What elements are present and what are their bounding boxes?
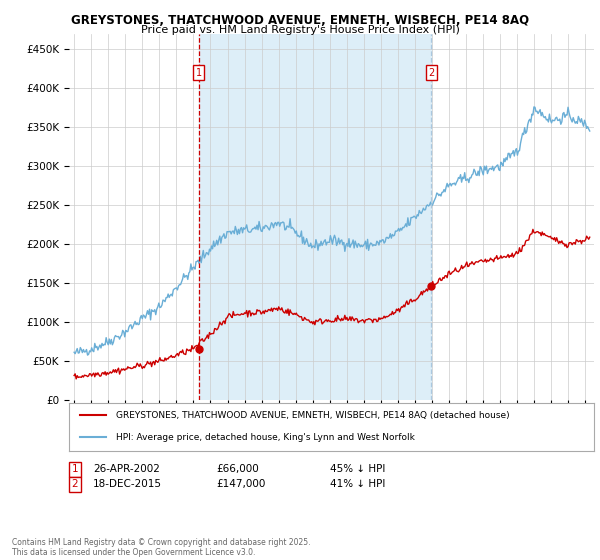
Text: £66,000: £66,000	[216, 464, 259, 474]
Text: GREYSTONES, THATCHWOOD AVENUE, EMNETH, WISBECH, PE14 8AQ (detached house): GREYSTONES, THATCHWOOD AVENUE, EMNETH, W…	[116, 410, 510, 419]
Text: GREYSTONES, THATCHWOOD AVENUE, EMNETH, WISBECH, PE14 8AQ: GREYSTONES, THATCHWOOD AVENUE, EMNETH, W…	[71, 14, 529, 27]
Text: Price paid vs. HM Land Registry's House Price Index (HPI): Price paid vs. HM Land Registry's House …	[140, 25, 460, 35]
Bar	[199, 34, 431, 400]
Text: 41% ↓ HPI: 41% ↓ HPI	[330, 479, 385, 489]
Text: 18-DEC-2015: 18-DEC-2015	[93, 479, 162, 489]
Text: 45% ↓ HPI: 45% ↓ HPI	[330, 464, 385, 474]
Text: £147,000: £147,000	[216, 479, 265, 489]
Text: 26-APR-2002: 26-APR-2002	[93, 464, 160, 474]
Text: 1: 1	[196, 68, 202, 78]
Text: 2: 2	[428, 68, 434, 78]
Text: Contains HM Land Registry data © Crown copyright and database right 2025.
This d: Contains HM Land Registry data © Crown c…	[12, 538, 311, 557]
Text: HPI: Average price, detached house, King's Lynn and West Norfolk: HPI: Average price, detached house, King…	[116, 433, 415, 442]
Text: 1: 1	[71, 464, 79, 474]
Text: 2: 2	[71, 479, 79, 489]
